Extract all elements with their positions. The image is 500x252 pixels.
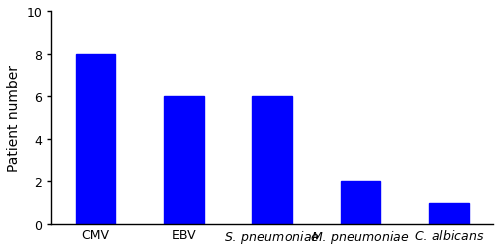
Bar: [340, 182, 380, 224]
Bar: [252, 97, 292, 224]
Y-axis label: Patient number: Patient number: [7, 65, 21, 171]
Bar: [429, 203, 469, 224]
Bar: [164, 97, 204, 224]
Bar: [76, 54, 116, 224]
